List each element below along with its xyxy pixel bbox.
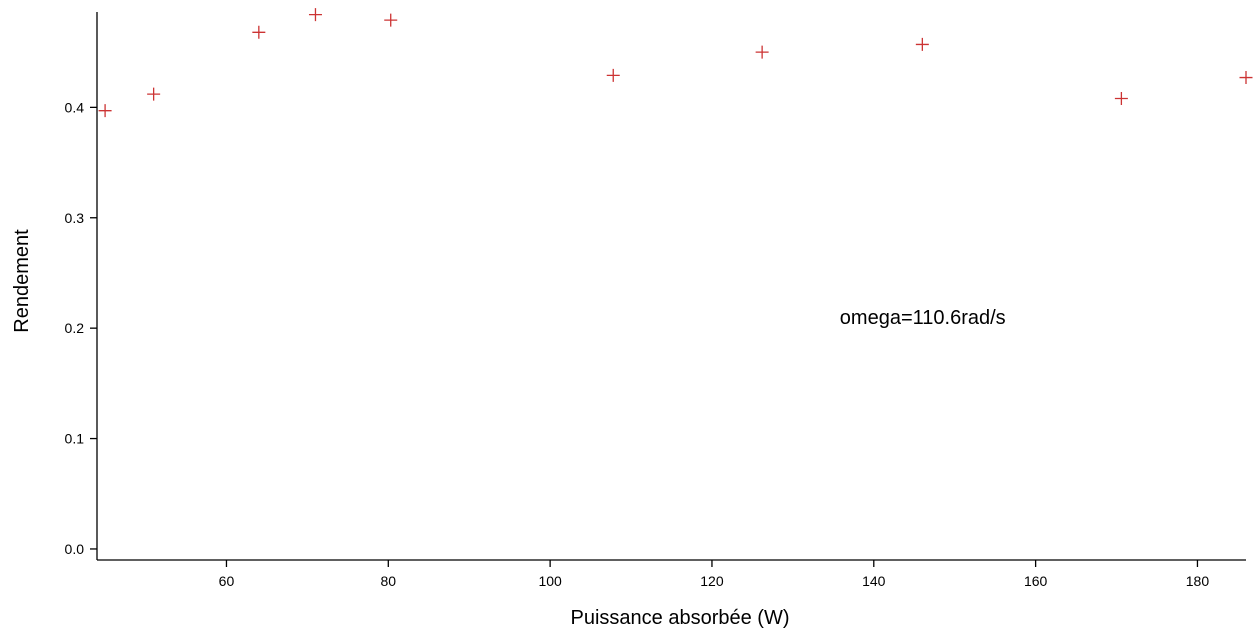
y-tick-label: 0.4 bbox=[65, 99, 85, 115]
y-axis-title: Rendement bbox=[11, 229, 33, 333]
annotation-label: omega=110.6rad/s bbox=[840, 307, 1006, 329]
data-point-marker bbox=[147, 87, 161, 101]
data-point-marker bbox=[252, 25, 266, 39]
data-point-marker bbox=[384, 13, 398, 27]
data-point-marker bbox=[1239, 71, 1253, 85]
data-point-marker bbox=[606, 68, 620, 82]
x-tick-label: 160 bbox=[1024, 573, 1048, 589]
x-tick-label: 60 bbox=[219, 573, 235, 589]
y-ticks: 0.0 0.1 0.2 0.3 0.4 bbox=[65, 99, 97, 557]
x-tick-label: 140 bbox=[862, 573, 886, 589]
data-point-marker bbox=[915, 37, 929, 51]
x-tick-label: 80 bbox=[381, 573, 397, 589]
x-tick-label: 100 bbox=[538, 573, 562, 589]
x-tick-label: 120 bbox=[700, 573, 724, 589]
x-axis: 60 80 100 120 140 160 180 bbox=[97, 559, 1246, 589]
data-point-marker bbox=[98, 104, 112, 118]
x-ticks: 60 80 100 120 140 160 180 bbox=[219, 560, 1210, 589]
y-tick-label: 0.0 bbox=[65, 541, 85, 557]
x-tick-label: 180 bbox=[1186, 573, 1210, 589]
y-tick-label: 0.2 bbox=[65, 320, 85, 336]
y-axis: 0.0 0.1 0.2 0.3 0.4 bbox=[65, 12, 98, 560]
x-axis-title: Puissance absorbée (W) bbox=[571, 607, 790, 629]
data-points bbox=[98, 8, 1253, 118]
data-point-marker bbox=[755, 45, 769, 59]
y-tick-label: 0.1 bbox=[65, 431, 85, 447]
y-tick-label: 0.3 bbox=[65, 210, 85, 226]
data-point-marker bbox=[1114, 92, 1128, 106]
data-point-marker bbox=[308, 8, 322, 22]
